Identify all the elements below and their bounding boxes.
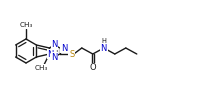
Text: S: S bbox=[69, 50, 74, 59]
Text: H: H bbox=[101, 38, 106, 44]
Text: N: N bbox=[47, 50, 54, 59]
Text: CH₃: CH₃ bbox=[19, 22, 33, 28]
Text: CH₃: CH₃ bbox=[35, 65, 48, 71]
Text: N: N bbox=[51, 53, 58, 62]
Text: O: O bbox=[89, 64, 96, 73]
Text: N: N bbox=[61, 43, 67, 53]
Text: N: N bbox=[101, 44, 107, 53]
Text: N: N bbox=[51, 40, 58, 49]
